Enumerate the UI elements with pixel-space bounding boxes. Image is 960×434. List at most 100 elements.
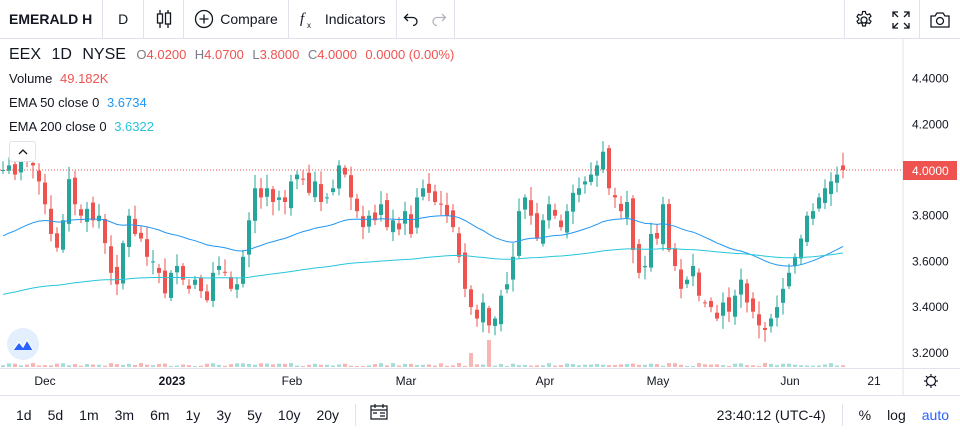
- goto-date-button[interactable]: [370, 404, 388, 425]
- volume-bar: [601, 364, 605, 367]
- range-button-20y[interactable]: 20y: [316, 406, 340, 423]
- fullscreen-button[interactable]: [882, 0, 919, 39]
- volume-bar: [295, 365, 299, 367]
- candle-body: [115, 266, 119, 285]
- chart-type-button[interactable]: [144, 0, 185, 39]
- candle-body: [841, 165, 845, 170]
- candle-body: [199, 277, 203, 292]
- candle-body: [319, 184, 323, 202]
- collapse-legend-button[interactable]: [9, 141, 36, 162]
- time-tick-label: 21: [867, 374, 881, 388]
- time-tick-label: Feb: [282, 374, 303, 388]
- volume-bar: [469, 353, 473, 367]
- redo-button[interactable]: [425, 0, 455, 39]
- candle-body: [637, 244, 641, 273]
- candle-body: [493, 318, 497, 326]
- axis-settings-button[interactable]: [924, 374, 938, 388]
- price-chart[interactable]: 4.4000 4.2000 3.8000 3.6000 3.4000 3.2000 4.0…: [0, 39, 960, 368]
- candle-body: [781, 288, 785, 303]
- candle-body: [217, 265, 221, 270]
- volume-bar: [115, 364, 119, 367]
- range-button-5y[interactable]: 5y: [247, 406, 262, 423]
- time-tick-label: Dec: [34, 374, 55, 388]
- candle-body: [553, 209, 557, 216]
- candle-body: [517, 211, 521, 256]
- candle-body: [253, 188, 257, 221]
- time-axis[interactable]: Dec 2023 Feb Mar Apr May Jun 21: [0, 368, 960, 395]
- candle-body: [193, 279, 197, 285]
- range-button-1d[interactable]: 1d: [16, 406, 32, 423]
- candle-body: [85, 208, 89, 222]
- volume-bar: [541, 365, 545, 367]
- gear-icon: [925, 375, 937, 387]
- volume-bar: [205, 363, 209, 367]
- candle-body: [691, 265, 695, 277]
- candle-body: [427, 183, 431, 193]
- ema50-value: 3.6734: [106, 95, 147, 110]
- volume-legend-row[interactable]: Volume 49.182K: [9, 67, 454, 91]
- candle-body: [643, 265, 647, 268]
- calendar-icon: [370, 404, 388, 420]
- symbol-legend-row[interactable]: EEX 1D NYSE O4.0200 H4.0700 L3.8000 C4.0…: [9, 47, 454, 63]
- range-button-6m[interactable]: 6m: [150, 406, 170, 423]
- candle-body: [649, 233, 653, 268]
- volume-bar: [85, 364, 89, 367]
- candle-body: [175, 265, 179, 273]
- tradingview-logo[interactable]: [7, 328, 39, 360]
- candle-body: [301, 178, 305, 180]
- candle-body: [685, 279, 689, 285]
- ema200-value: 3.6322: [114, 119, 154, 134]
- legend-ticker: EEX: [9, 46, 42, 63]
- volume-bar: [565, 363, 569, 367]
- toolbar-right: [844, 0, 960, 39]
- candle-body: [331, 188, 335, 193]
- range-button-3m[interactable]: 3m: [114, 406, 135, 423]
- time-tick-label: Apr: [536, 374, 555, 388]
- candle-body: [583, 181, 587, 185]
- candle-body: [241, 256, 245, 284]
- auto-scale-toggle[interactable]: auto: [921, 407, 949, 423]
- candle-body: [733, 295, 737, 317]
- percent-toggle[interactable]: %: [858, 407, 872, 423]
- volume-bar: [841, 365, 845, 367]
- candle-body: [457, 233, 461, 257]
- volume-bar: [823, 364, 827, 367]
- volume-bar: [97, 364, 101, 367]
- clock[interactable]: 23:40:12 (UTC-4): [716, 407, 826, 423]
- undo-button[interactable]: [397, 0, 425, 39]
- range-button-1m[interactable]: 1m: [79, 406, 99, 423]
- candle-body: [469, 289, 473, 308]
- symbol-search[interactable]: EMERALD H: [0, 0, 104, 39]
- price-tick-label: 3.6000: [912, 254, 949, 268]
- ema200-legend-row[interactable]: EMA 200 close 0 3.6322: [9, 115, 454, 139]
- log-toggle[interactable]: log: [887, 407, 906, 423]
- candle-body: [289, 181, 293, 209]
- svg-text:x: x: [307, 21, 311, 29]
- ema50-label: EMA 50 close 0: [9, 95, 100, 110]
- snapshot-button[interactable]: [920, 0, 960, 39]
- interval-button[interactable]: D: [103, 0, 145, 39]
- ema50-legend-row[interactable]: EMA 50 close 0 3.6734: [9, 91, 454, 115]
- range-button-1y[interactable]: 1y: [185, 406, 201, 423]
- volume-bar: [235, 363, 239, 367]
- candle-body: [235, 284, 239, 290]
- volume-bar: [475, 364, 479, 367]
- range-button-3y[interactable]: 3y: [216, 406, 232, 423]
- candle-body: [373, 212, 377, 221]
- volume-bar: [163, 363, 167, 367]
- candle-body: [547, 204, 551, 221]
- legend-close-value: 4.0000: [317, 47, 357, 62]
- candle-body: [367, 215, 371, 227]
- volume-bar: [787, 363, 791, 367]
- volume-bar: [403, 363, 407, 367]
- range-button-10y[interactable]: 10y: [277, 406, 301, 423]
- volume-bar: [775, 365, 779, 367]
- price-axis[interactable]: 4.4000 4.2000 3.8000 3.6000 3.4000 3.2000: [912, 72, 949, 360]
- compare-button[interactable]: Compare: [184, 0, 289, 39]
- range-button-5d[interactable]: 5d: [47, 406, 64, 423]
- settings-button[interactable]: [845, 0, 882, 39]
- chart-legend: EEX 1D NYSE O4.0200 H4.0700 L3.8000 C4.0…: [9, 47, 454, 139]
